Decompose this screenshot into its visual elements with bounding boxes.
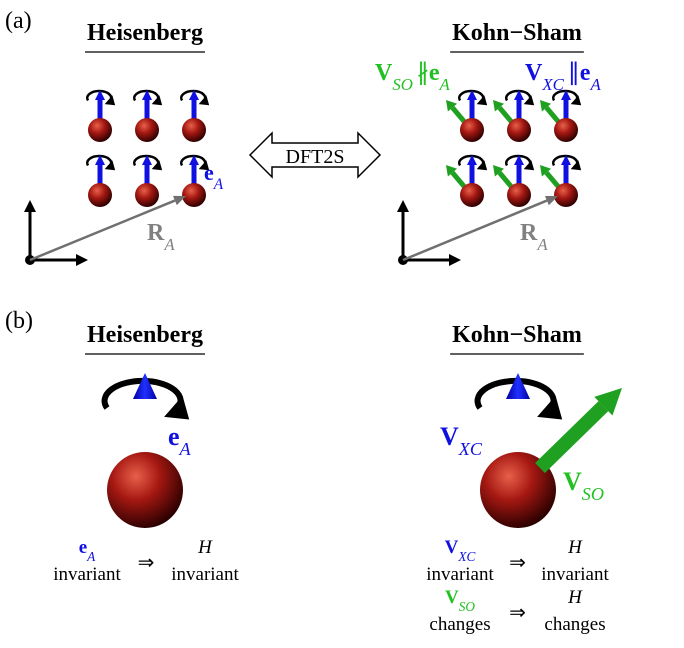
- symbol-sub: XC: [541, 75, 564, 94]
- symbol-base: e: [429, 60, 440, 86]
- atom: [554, 183, 578, 207]
- state: invariant: [171, 564, 239, 585]
- atom: [135, 183, 159, 207]
- symbol-base: e: [168, 422, 180, 451]
- symbol-base: R: [520, 220, 538, 246]
- arrow-head: [76, 254, 88, 266]
- arrow-head: [24, 200, 36, 212]
- symbol: RA: [520, 220, 548, 254]
- symbol-sub: SO: [459, 599, 476, 614]
- implies: ⇒: [138, 552, 155, 574]
- arrow-head: [449, 254, 461, 266]
- atom: [554, 118, 578, 142]
- section-title: Heisenberg: [87, 322, 203, 348]
- symbol: VSO: [445, 587, 475, 614]
- curl-head: [164, 396, 189, 420]
- atom: [507, 183, 531, 207]
- symbol-sub: A: [86, 549, 96, 564]
- implies: ⇒: [509, 552, 526, 574]
- symbol-sub: A: [536, 235, 548, 254]
- state: changes: [544, 614, 605, 635]
- atom: [460, 183, 484, 207]
- symbol-sub: SO: [582, 484, 604, 504]
- symbol: RA: [147, 220, 175, 254]
- effect: H: [567, 587, 583, 608]
- symbol-base: V: [525, 60, 543, 86]
- effect: H: [567, 537, 583, 558]
- relation-op: ∦: [417, 60, 429, 86]
- symbol-base: e: [79, 537, 87, 558]
- symbol-base: R: [147, 220, 165, 246]
- symbol: VXC: [445, 537, 476, 564]
- symbol-sub: A: [179, 439, 192, 459]
- symbol-base: V: [445, 537, 459, 558]
- implies: ⇒: [509, 602, 526, 624]
- symbol: VXC: [440, 422, 483, 459]
- arrow-head: [506, 373, 530, 399]
- symbol-sub: A: [589, 75, 601, 94]
- atom: [182, 118, 206, 142]
- relation-op: ∥: [568, 60, 580, 86]
- relation: VXC∥eA: [525, 60, 601, 94]
- figure: (a)HeisenbergKohn−ShameARARADFT2SVSO∦eAV…: [0, 0, 684, 643]
- symbol: eA: [168, 422, 192, 459]
- atom: [88, 118, 112, 142]
- symbol-sub: SO: [392, 75, 413, 94]
- symbol-base: V: [563, 467, 582, 496]
- panel-label: (a): [5, 8, 32, 34]
- symbol-base: V: [440, 422, 459, 451]
- symbol: VSO: [563, 467, 604, 504]
- symbol: eA: [79, 537, 96, 564]
- section-title: Kohn−Sham: [452, 322, 582, 348]
- state: invariant: [53, 564, 121, 585]
- curl-head: [537, 396, 562, 420]
- relation: VSO∦eA: [375, 60, 451, 94]
- section-title: Kohn−Sham: [452, 20, 582, 46]
- symbol-sub: A: [213, 176, 224, 193]
- atom: [88, 183, 112, 207]
- state: invariant: [426, 564, 494, 585]
- symbol-base: e: [204, 160, 214, 185]
- atom: [182, 183, 206, 207]
- symbol-sub: XC: [458, 439, 483, 459]
- arrow-label: DFT2S: [286, 146, 345, 168]
- symbol-base: e: [580, 60, 591, 86]
- effect: H: [197, 537, 213, 558]
- atom: [507, 118, 531, 142]
- atom: [460, 118, 484, 142]
- section-title: Heisenberg: [87, 20, 203, 46]
- state: changes: [429, 614, 490, 635]
- symbol-sub: A: [163, 235, 175, 254]
- panel-label: (b): [5, 308, 33, 334]
- state: invariant: [541, 564, 609, 585]
- symbol-sub: A: [439, 75, 451, 94]
- symbol-base: V: [445, 587, 459, 608]
- symbol-sub: XC: [457, 549, 475, 564]
- arrow-head: [397, 200, 409, 212]
- arrow-head: [133, 373, 157, 399]
- symbol-base: V: [375, 60, 393, 86]
- atom: [135, 118, 159, 142]
- symbol: eA: [204, 160, 224, 193]
- atom: [107, 452, 183, 528]
